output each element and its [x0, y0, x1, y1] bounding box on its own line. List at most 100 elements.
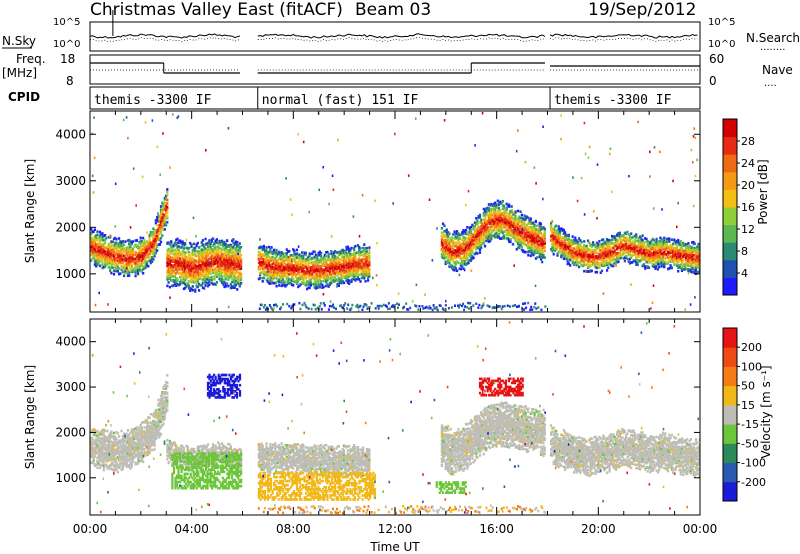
range-gate-cell [281, 280, 285, 284]
range-gate-cell [448, 255, 451, 259]
range-gate-cell [603, 249, 606, 252]
range-gate-cell [124, 269, 127, 273]
range-gate-cell [102, 248, 105, 251]
range-gate-cell [527, 246, 530, 250]
range-gate-cell [303, 251, 306, 255]
range-gate-cell [608, 262, 611, 265]
range-gate-cell [293, 260, 296, 263]
range-gate-cell [588, 258, 591, 262]
range-gate-cell [576, 255, 579, 259]
range-gate-cell [614, 254, 618, 257]
range-gate-cell [504, 221, 507, 224]
range-gate-cell [484, 234, 487, 237]
range-gate-cell [444, 249, 447, 252]
range-gate-cell [163, 207, 166, 211]
range-gate-cell [484, 212, 487, 216]
range-gate-cell [302, 257, 305, 260]
range-gate-cell [215, 255, 218, 258]
range-gate-cell [533, 239, 536, 242]
range-gate-cell [353, 268, 356, 272]
range-gate-cell [656, 260, 659, 263]
range-gate-cell [558, 229, 562, 232]
range-gate-cell [299, 283, 302, 286]
range-gate-cell [189, 258, 192, 262]
range-gate-cell [281, 269, 285, 272]
range-gate-cell [227, 271, 230, 275]
range-gate-cell [649, 248, 652, 252]
range-gate-cell [536, 248, 539, 251]
range-gate-cell [139, 259, 142, 262]
range-gate-cell [616, 233, 619, 237]
range-gate-cell [580, 247, 583, 251]
range-gate-cell [226, 248, 229, 252]
range-gate-cell [579, 244, 582, 247]
range-gate-cell [367, 276, 370, 279]
range-gate-cell [114, 260, 117, 263]
range-gate-cell [442, 248, 445, 252]
range-gate-cell [475, 217, 478, 220]
range-gate-cell [98, 256, 102, 259]
range-gate-cell [162, 219, 165, 223]
range-gate-cell [326, 276, 329, 280]
range-gate-cell [452, 268, 455, 271]
range-gate-cell [90, 245, 93, 249]
range-gate-cell [101, 254, 104, 258]
range-gate-cell [527, 231, 530, 234]
range-gate-cell [480, 246, 483, 249]
range-gate-cell [119, 256, 122, 260]
range-gate-cell [476, 234, 479, 238]
range-gate-cell [257, 246, 260, 250]
range-gate-cell [98, 230, 102, 234]
range-gate-cell [520, 220, 523, 223]
range-gate-cell [335, 256, 338, 260]
range-gate-cell [481, 241, 484, 245]
range-gate-cell [463, 236, 466, 240]
range-gate-cell [137, 264, 140, 267]
range-gate-cell [641, 251, 644, 255]
range-gate-cell [112, 254, 116, 257]
range-gate-cell [504, 215, 507, 219]
range-gate-cell [165, 211, 168, 215]
range-gate-cell [91, 257, 94, 260]
range-gate-cell [112, 244, 116, 247]
range-gate-cell [612, 246, 615, 250]
range-gate-cell [508, 203, 511, 207]
range-gate-cell [290, 277, 293, 281]
range-gate-cell [444, 241, 447, 245]
range-gate-cell [115, 262, 118, 266]
range-gate-cell [278, 264, 281, 268]
range-gate-cell [531, 238, 534, 242]
range-gate-cell [533, 230, 536, 234]
range-gate-cell [316, 280, 319, 283]
range-gate-cell [280, 277, 283, 280]
range-gate-cell [334, 271, 337, 275]
range-gate-cell [302, 267, 305, 270]
range-gate-cell [606, 254, 609, 257]
range-gate-cell [336, 256, 339, 259]
range-gate-cell [349, 256, 352, 260]
range-gate-cell [285, 256, 288, 259]
range-gate-cell [133, 270, 136, 273]
range-gate-cell [564, 246, 567, 249]
range-gate-cell [120, 244, 123, 247]
range-gate-cell [167, 258, 170, 262]
range-gate-cell [316, 263, 319, 267]
range-gate-cell [299, 266, 302, 270]
range-gate-cell [556, 252, 559, 256]
range-gate-cell [515, 230, 518, 233]
range-gate-cell [312, 282, 315, 286]
range-gate-cell [658, 255, 661, 258]
range-gate-cell [194, 249, 197, 253]
range-gate-cell [639, 235, 642, 239]
noise-left-tick-top: 10^5 [53, 17, 80, 28]
range-gate-cell [604, 250, 607, 254]
range-gate-cell [513, 221, 516, 225]
range-gate-cell [340, 271, 343, 274]
range-gate-cell [555, 232, 558, 235]
freq-panel-frame [89, 54, 701, 85]
range-gate-cell [625, 241, 628, 245]
range-gate-cell [636, 252, 639, 255]
range-gate-cell [96, 242, 99, 246]
range-gate-cell [466, 252, 469, 255]
range-gate-cell [492, 222, 496, 226]
